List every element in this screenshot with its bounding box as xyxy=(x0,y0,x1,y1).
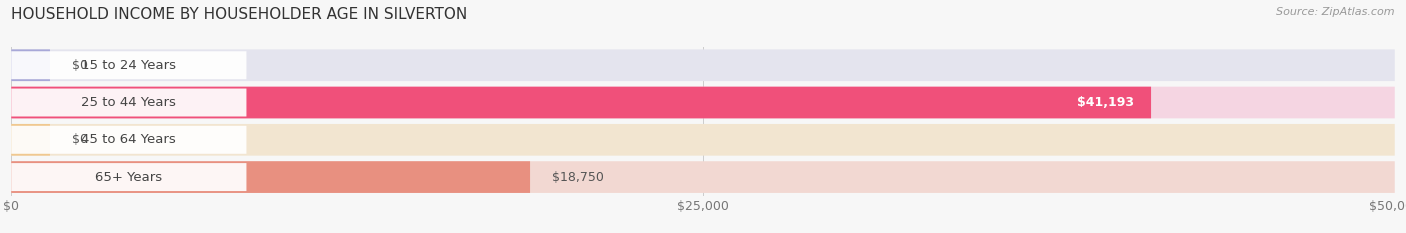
FancyBboxPatch shape xyxy=(11,124,1395,156)
Text: $0: $0 xyxy=(72,59,89,72)
FancyBboxPatch shape xyxy=(11,161,1395,193)
FancyBboxPatch shape xyxy=(11,87,1395,118)
FancyBboxPatch shape xyxy=(11,161,530,193)
Text: 15 to 24 Years: 15 to 24 Years xyxy=(82,59,176,72)
FancyBboxPatch shape xyxy=(11,163,246,191)
Text: 45 to 64 Years: 45 to 64 Years xyxy=(82,133,176,146)
FancyBboxPatch shape xyxy=(11,89,246,116)
Text: $0: $0 xyxy=(72,133,89,146)
Text: HOUSEHOLD INCOME BY HOUSEHOLDER AGE IN SILVERTON: HOUSEHOLD INCOME BY HOUSEHOLDER AGE IN S… xyxy=(11,7,468,22)
FancyBboxPatch shape xyxy=(11,49,1395,81)
FancyBboxPatch shape xyxy=(11,49,51,81)
FancyBboxPatch shape xyxy=(11,51,246,79)
FancyBboxPatch shape xyxy=(11,124,51,156)
Text: $41,193: $41,193 xyxy=(1077,96,1135,109)
FancyBboxPatch shape xyxy=(11,126,246,154)
Text: 25 to 44 Years: 25 to 44 Years xyxy=(82,96,176,109)
Text: Source: ZipAtlas.com: Source: ZipAtlas.com xyxy=(1277,7,1395,17)
Text: 65+ Years: 65+ Years xyxy=(96,171,163,184)
FancyBboxPatch shape xyxy=(11,87,1152,118)
Text: $18,750: $18,750 xyxy=(553,171,605,184)
